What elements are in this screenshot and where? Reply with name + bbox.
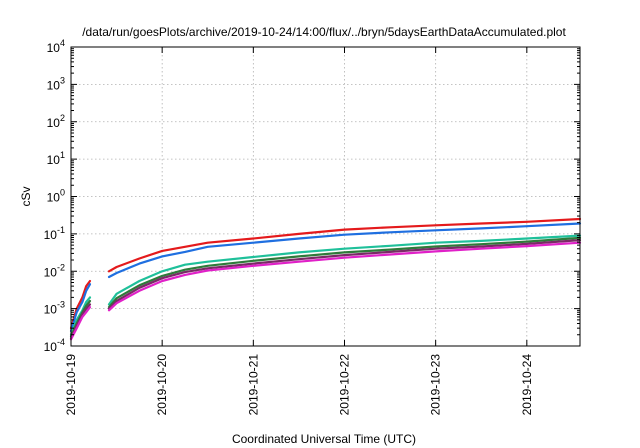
y-tick-label: 10-1 xyxy=(44,225,65,242)
y-tick-label: 102 xyxy=(47,113,65,130)
y-tick-label: 101 xyxy=(47,150,65,167)
series-line xyxy=(69,283,92,333)
y-tick-label: 10-4 xyxy=(44,337,65,354)
y-tick-label: 10-2 xyxy=(44,262,65,279)
y-tick-label: 103 xyxy=(47,75,65,92)
series-line xyxy=(107,241,582,312)
y-tick-label: 100 xyxy=(47,188,65,205)
y-axis-label: cSv xyxy=(19,186,33,206)
x-tick-label: 2019-10-20 xyxy=(155,354,169,416)
series-line xyxy=(107,234,582,306)
x-axis-label: Coordinated Universal Time (UTC) xyxy=(232,432,416,446)
x-tick-label: 2019-10-21 xyxy=(246,354,260,416)
x-axis: 2019-10-19 2019-10-20 2019-10-21 2019-10-22… xyxy=(64,47,534,415)
y-axis: 10-4 10-3 10-2 10-1 100 101 102 103 104 xyxy=(44,38,580,354)
grid xyxy=(71,47,580,346)
chart-title: /data/run/goesPlots/archive/2019-10-24/1… xyxy=(82,25,566,39)
x-tick-label: 2019-10-23 xyxy=(429,354,443,416)
series-line xyxy=(107,239,582,310)
series-line xyxy=(107,222,582,279)
series-line xyxy=(107,217,582,273)
series-line xyxy=(69,306,92,341)
series-layer xyxy=(69,217,582,341)
y-tick-label: 104 xyxy=(47,38,65,55)
series-line xyxy=(107,236,582,309)
x-tick-label: 2019-10-24 xyxy=(520,354,534,416)
x-tick-label: 2019-10-19 xyxy=(64,354,78,416)
x-tick-label: 2019-10-22 xyxy=(337,354,351,416)
y-tick-label: 10-3 xyxy=(44,300,65,317)
